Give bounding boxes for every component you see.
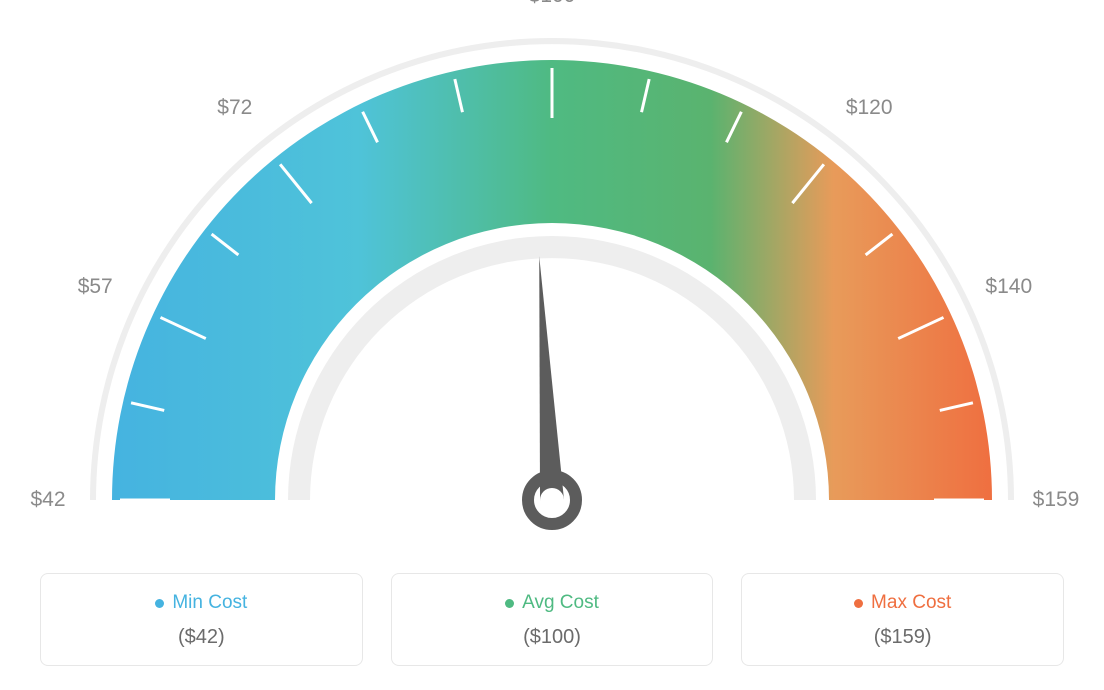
cost-gauge-widget: $42 $57 $72 $100 $120 $140 $159 Min Cost ($42)… bbox=[0, 0, 1104, 690]
gauge-tick-label: $100 bbox=[529, 0, 576, 8]
legend-card-max: Max Cost ($159) bbox=[741, 573, 1064, 666]
legend-row: Min Cost ($42) Avg Cost ($100) Max Cost … bbox=[40, 573, 1064, 666]
dot-icon bbox=[854, 599, 863, 608]
dot-icon bbox=[505, 599, 514, 608]
legend-card-avg: Avg Cost ($100) bbox=[391, 573, 714, 666]
gauge-tick-label: $42 bbox=[30, 488, 65, 512]
gauge-tick-label: $120 bbox=[846, 96, 893, 120]
gauge: $42 $57 $72 $100 $120 $140 $159 bbox=[0, 0, 1104, 560]
legend-title-max: Max Cost bbox=[854, 592, 951, 614]
dot-icon bbox=[155, 599, 164, 608]
legend-title-min: Min Cost bbox=[155, 592, 247, 614]
gauge-tick-label: $159 bbox=[1033, 488, 1080, 512]
legend-value-max: ($159) bbox=[752, 626, 1053, 649]
legend-title-text: Min Cost bbox=[172, 592, 247, 614]
legend-card-min: Min Cost ($42) bbox=[40, 573, 363, 666]
gauge-tick-label: $72 bbox=[217, 96, 252, 120]
legend-title-avg: Avg Cost bbox=[505, 592, 599, 614]
gauge-svg bbox=[0, 0, 1104, 560]
gauge-tick-label: $140 bbox=[985, 275, 1032, 299]
legend-title-text: Max Cost bbox=[871, 592, 951, 614]
legend-value-min: ($42) bbox=[51, 626, 352, 649]
gauge-tick-label: $57 bbox=[78, 275, 113, 299]
legend-value-avg: ($100) bbox=[402, 626, 703, 649]
legend-title-text: Avg Cost bbox=[522, 592, 599, 614]
